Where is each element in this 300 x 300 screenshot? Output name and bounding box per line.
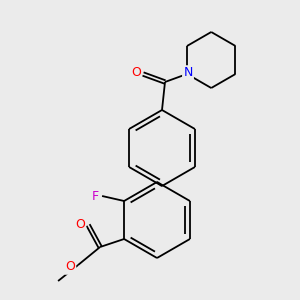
Text: F: F <box>92 190 99 202</box>
Text: O: O <box>65 260 75 274</box>
Text: O: O <box>131 65 141 79</box>
Text: N: N <box>183 67 193 80</box>
Text: O: O <box>75 218 85 230</box>
